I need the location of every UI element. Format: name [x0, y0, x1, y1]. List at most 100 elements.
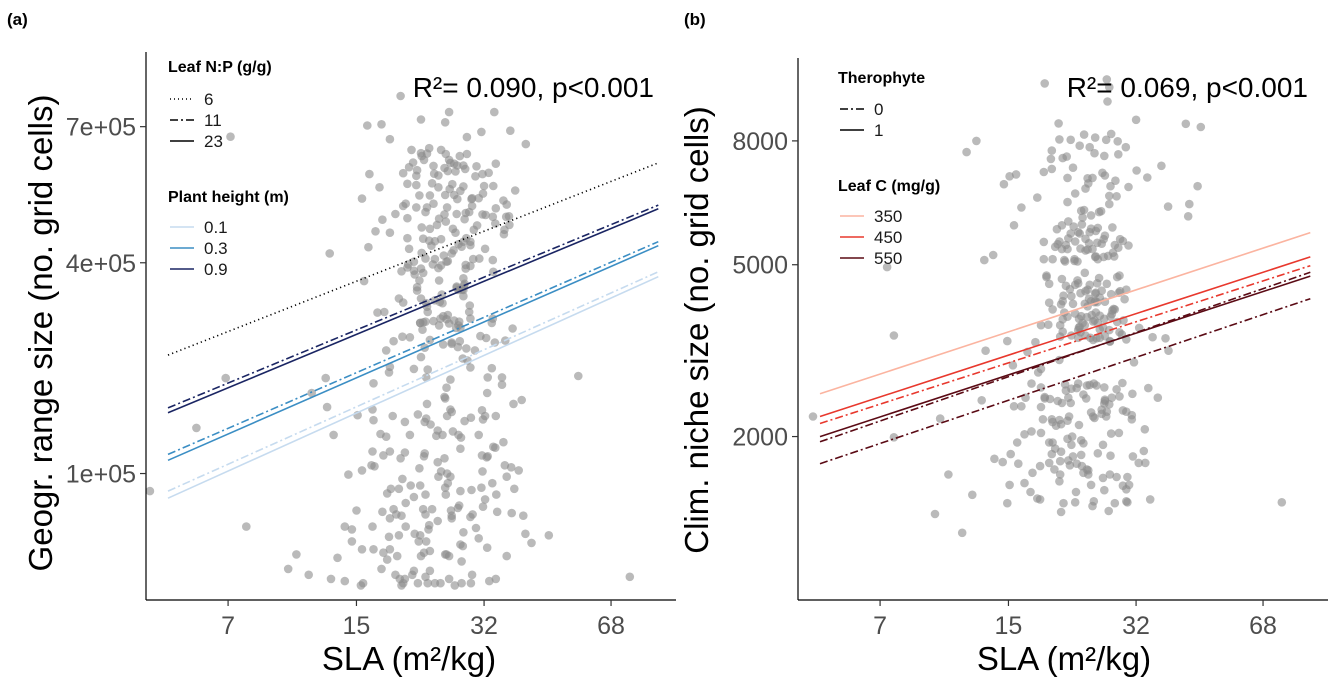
data-point [347, 525, 357, 534]
legend-np-11-label: 11 [204, 111, 222, 130]
y-tick-label: 1e+05 [66, 461, 136, 489]
data-point [478, 415, 488, 424]
data-point [192, 423, 201, 433]
data-point [1058, 327, 1067, 337]
panel-b-label: (b) [684, 10, 706, 29]
data-point [1012, 438, 1022, 447]
data-point [415, 464, 424, 473]
legend-np-title: Leaf N:P (g/g) [168, 59, 272, 76]
data-point [1073, 379, 1083, 388]
data-point [433, 457, 443, 467]
data-point [1104, 506, 1113, 516]
data-point [1088, 335, 1098, 345]
data-point [490, 107, 499, 117]
data-point [443, 256, 453, 266]
data-point [425, 546, 435, 556]
data-point [1050, 465, 1059, 474]
data-point [1079, 439, 1088, 448]
data-point [403, 233, 412, 243]
data-point [422, 399, 432, 409]
data-point [474, 430, 484, 440]
data-point [1039, 254, 1049, 264]
data-point [416, 264, 426, 273]
data-point [508, 324, 517, 333]
data-point [465, 301, 475, 310]
data-point [440, 190, 450, 200]
data-point [1026, 487, 1035, 497]
data-point [1070, 254, 1079, 264]
data-point [1100, 151, 1109, 161]
data-point [385, 134, 395, 144]
data-point [1005, 480, 1014, 490]
data-point [1114, 150, 1123, 159]
data-point [466, 512, 475, 522]
data-point [415, 481, 425, 490]
data-point [368, 447, 377, 456]
data-point [392, 510, 401, 519]
legend-leafc-350-label: 350 [874, 207, 902, 226]
data-point [396, 454, 405, 463]
data-point [1140, 425, 1150, 434]
fit-line-1 [819, 231, 1311, 395]
data-point [1073, 279, 1083, 288]
data-point [1144, 383, 1153, 393]
data-point [1103, 97, 1112, 106]
data-point [1088, 173, 1097, 183]
data-point [1132, 166, 1141, 175]
data-point [427, 504, 437, 514]
data-point [1181, 119, 1191, 129]
data-point [456, 486, 465, 496]
x-tick-label: 68 [1249, 612, 1277, 640]
data-point [1064, 217, 1073, 226]
data-point [499, 229, 509, 239]
data-point [357, 466, 367, 475]
data-point [1161, 334, 1170, 343]
data-point [1108, 223, 1117, 232]
data-point [415, 531, 425, 540]
data-point [307, 388, 317, 398]
data-point [1102, 75, 1112, 84]
data-point [453, 161, 462, 170]
y-tick-label: 7e+05 [66, 114, 136, 142]
data-point [1066, 229, 1075, 238]
data-point [1070, 498, 1080, 507]
data-point [1082, 381, 1092, 390]
data-point [1118, 406, 1128, 415]
data-point [501, 212, 511, 222]
data-point [421, 510, 430, 519]
data-point [502, 551, 512, 561]
data-point [1114, 428, 1124, 438]
data-point [1017, 402, 1026, 411]
data-point [1111, 176, 1120, 185]
data-point [491, 159, 501, 168]
data-point [1106, 129, 1116, 139]
data-point [497, 373, 507, 382]
data-point [424, 143, 434, 153]
data-point [357, 194, 367, 203]
data-point [489, 181, 498, 191]
fit-line-3 [167, 208, 659, 414]
data-point [1124, 182, 1133, 192]
data-point [1092, 238, 1102, 248]
data-point [429, 169, 439, 178]
data-point [889, 331, 899, 340]
data-point [428, 260, 438, 269]
data-point [1100, 314, 1109, 324]
data-point [521, 139, 531, 149]
data-point [425, 566, 435, 576]
data-point [453, 503, 463, 513]
data-point [1036, 320, 1046, 330]
data-point [1100, 231, 1110, 240]
data-point [385, 228, 395, 237]
data-point [491, 219, 500, 228]
data-point [442, 383, 451, 393]
data-point [491, 574, 501, 584]
data-point [1003, 498, 1012, 508]
data-point [1044, 458, 1054, 468]
data-point [442, 550, 451, 559]
data-point [1046, 154, 1056, 164]
data-point [1098, 168, 1107, 178]
data-point [1074, 420, 1084, 430]
data-point [412, 165, 422, 175]
data-point [379, 548, 388, 557]
